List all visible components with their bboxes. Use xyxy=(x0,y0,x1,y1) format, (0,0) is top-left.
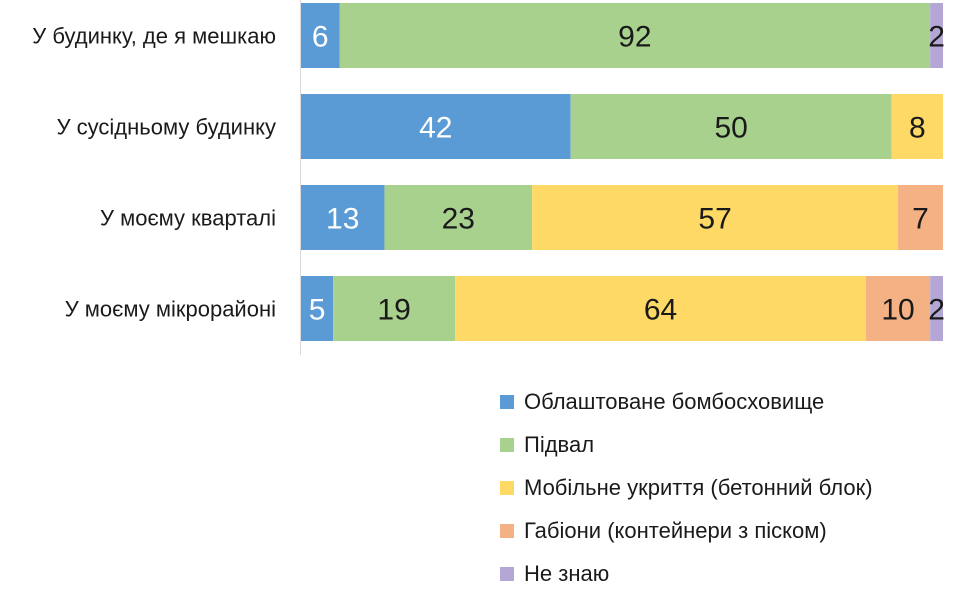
legend: Облаштоване бомбосховище Підвал Мобільне… xyxy=(500,380,873,595)
legend-label-basement: Підвал xyxy=(524,431,595,457)
data-label-mobile-shelter: 64 xyxy=(644,294,677,327)
bar-segment-shelter xyxy=(301,3,340,68)
legend-swatch-gabions xyxy=(500,523,514,538)
category-label: У сусідньому будинку xyxy=(57,115,276,140)
legend-item-basement: Підвал xyxy=(500,423,873,466)
legend-swatch-shelter xyxy=(500,394,514,409)
data-label-mobile-shelter: 57 xyxy=(698,203,731,236)
data-label-gabions: 10 xyxy=(881,294,914,327)
legend-swatch-basement xyxy=(500,437,514,452)
data-label-shelter: 5 xyxy=(309,294,326,327)
legend-item-mobile-shelter: Мобільне укриття (бетонний блок) xyxy=(500,466,873,509)
bar-segment-gabions xyxy=(898,185,943,250)
data-label-shelter: 13 xyxy=(326,203,359,236)
bars-group: 6 92 2 42 50 8 13 23 57 7 5 19 64 10 2 xyxy=(301,3,945,341)
bar-segment-dont-know xyxy=(930,3,943,68)
legend-item-gabions: Габіони (контейнери з піском) xyxy=(500,509,873,552)
legend-swatch-dont-know xyxy=(500,566,514,581)
bar-segment-mobile-shelter xyxy=(455,276,866,341)
category-labels-group: У будинку, де я мешкаю У сусідньому будин… xyxy=(32,24,276,322)
bar-segment-basement xyxy=(339,3,931,68)
legend-label-gabions: Габіони (контейнери з піском) xyxy=(524,517,827,543)
category-label: У будинку, де я мешкаю xyxy=(32,24,276,49)
data-label-basement: 50 xyxy=(714,112,747,145)
bar-segment-shelter xyxy=(301,185,385,250)
bar-segment-basement xyxy=(333,276,456,341)
data-label-shelter: 42 xyxy=(419,112,452,145)
data-label-gabions: 7 xyxy=(912,203,929,236)
data-label-dont-know: 2 xyxy=(928,294,945,327)
data-label-basement: 92 xyxy=(618,21,651,54)
stacked-bar-chart: 6 92 2 42 50 8 13 23 57 7 5 19 64 10 2 У будинку, де я… xyxy=(32,0,945,355)
legend-item-shelter: Облаштоване бомбосховище xyxy=(500,380,873,423)
bar-segment-basement xyxy=(384,185,533,250)
data-label-shelter: 6 xyxy=(312,21,329,54)
legend-label-shelter: Облаштоване бомбосховище xyxy=(524,388,825,414)
bar-segment-mobile-shelter xyxy=(532,185,899,250)
bar-segment-basement xyxy=(570,94,892,159)
data-label-mobile-shelter: 8 xyxy=(909,112,926,145)
bar-segment-shelter xyxy=(301,94,571,159)
bar-segment-mobile-shelter xyxy=(891,94,943,159)
data-label-dont-know: 2 xyxy=(928,21,945,54)
legend-label-dont-know: Не знаю xyxy=(524,560,610,586)
category-label: У моєму кварталі xyxy=(100,206,276,231)
legend-item-dont-know: Не знаю xyxy=(500,552,873,595)
data-label-basement: 19 xyxy=(377,294,410,327)
bar-segment-shelter xyxy=(301,276,334,341)
data-label-basement: 23 xyxy=(442,203,475,236)
legend-label-mobile-shelter: Мобільне укриття (бетонний блок) xyxy=(524,474,873,500)
category-label: У моєму мікрорайоні xyxy=(65,297,276,322)
bar-segment-gabions xyxy=(865,276,931,341)
bar-segment-dont-know xyxy=(930,276,943,341)
legend-swatch-mobile-shelter xyxy=(500,480,514,495)
